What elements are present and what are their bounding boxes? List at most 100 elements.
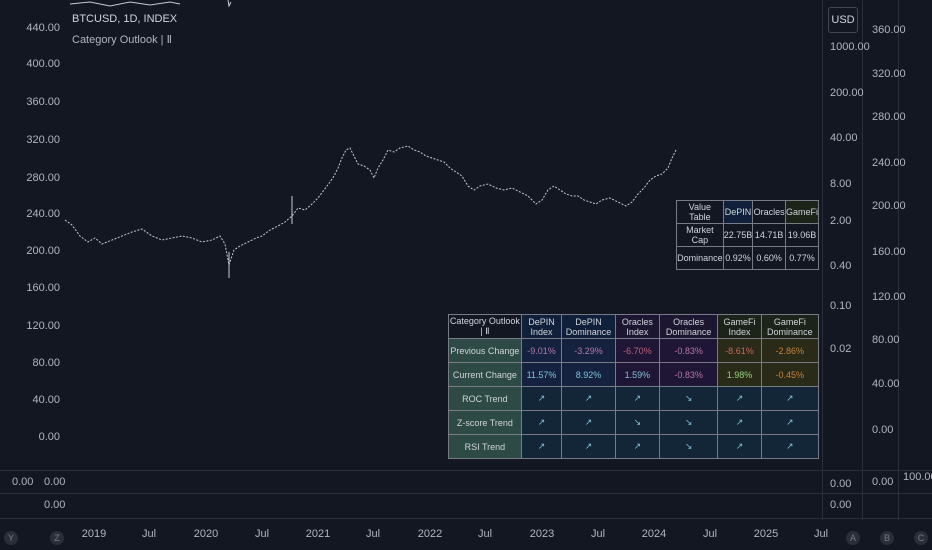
category-cell: 1.59% xyxy=(614,362,661,387)
right-axis-tick: 160.00 xyxy=(872,246,906,258)
left-axis-tick: 360.00 xyxy=(26,96,60,108)
time-axis-tick: 2020 xyxy=(193,528,219,540)
col-oracles-index: Oracles Index xyxy=(614,314,661,339)
price-series-line xyxy=(64,145,677,267)
currency-button[interactable]: USD xyxy=(828,7,858,33)
log-axis-tick: 0.02 xyxy=(830,343,852,355)
trend-cell: ↘ xyxy=(659,386,719,411)
symbol-title[interactable]: BTCUSD, 1D, INDEX xyxy=(72,13,178,25)
category-cell: -0.45% xyxy=(760,362,820,387)
value-table-cell: 22.75B xyxy=(722,223,754,247)
value-table-row-label: Dominance xyxy=(676,246,724,270)
right-axis-tick: 320.00 xyxy=(872,68,906,80)
trend-cell: ↗ xyxy=(561,434,616,459)
pane2-mid-value: 0.00 xyxy=(830,499,852,511)
right-axis-tick: 0.00 xyxy=(872,424,894,436)
trend-cell: ↘ xyxy=(659,434,719,459)
axis-c-button[interactable]: C xyxy=(914,531,928,545)
time-axis-tick: Jul xyxy=(477,528,493,540)
category-table-row: Previous Change -9.01% -3.29% -6.70% -0.… xyxy=(448,338,820,363)
row-label: ROC Trend xyxy=(448,386,522,411)
value-table-header: Value Table DePIN Oracles GameFi xyxy=(676,200,820,224)
category-cell: 11.57% xyxy=(520,362,563,387)
row-label: Previous Change xyxy=(448,338,522,363)
category-table-row: RSI Trend ↗ ↗ ↗ ↘ ↗ ↗ xyxy=(448,434,820,459)
pane2-left-value: 0.00 xyxy=(44,499,66,511)
pane-separator-1 xyxy=(0,470,932,471)
trend-cell: ↗ xyxy=(760,410,820,435)
log-axis-tick: 8.00 xyxy=(830,178,852,190)
trend-cell: ↗ xyxy=(520,386,563,411)
trend-cell: ↗ xyxy=(561,386,616,411)
time-axis-tick: Jul xyxy=(813,528,829,540)
log-axis-tick: 200.00 xyxy=(830,87,864,99)
right-axis-tick: 40.00 xyxy=(872,378,900,390)
category-cell: -2.86% xyxy=(760,338,820,363)
left-axis-tick: 160.00 xyxy=(26,282,60,294)
axis-z-button[interactable]: Z xyxy=(50,531,64,545)
value-table-col-gamefi: GameFi xyxy=(784,200,820,224)
pane-separator-3 xyxy=(0,518,932,519)
col-depin-index: DePIN Index xyxy=(520,314,563,339)
category-cell: -0.83% xyxy=(659,338,719,363)
axis-b-button[interactable]: B xyxy=(880,531,894,545)
trend-cell: ↗ xyxy=(614,434,661,459)
right-axis-tick: 80.00 xyxy=(872,334,900,346)
left-axis-tick: 40.00 xyxy=(32,394,60,406)
log-axis-tick: 2.00 xyxy=(830,215,852,227)
left-axis-tick: 400.00 xyxy=(26,58,60,70)
category-cell: -6.70% xyxy=(614,338,661,363)
trend-cell: ↗ xyxy=(520,410,563,435)
value-table-row-label: Market Cap xyxy=(676,223,724,247)
value-table: Value Table DePIN Oracles GameFi Market … xyxy=(676,200,820,270)
col-depin-dominance: DePIN Dominance xyxy=(561,314,616,339)
left-axis-tick: 280.00 xyxy=(26,172,60,184)
axis-y-button[interactable]: Y xyxy=(4,531,18,545)
left-axis-tick: 80.00 xyxy=(32,357,60,369)
time-axis-tick: 2021 xyxy=(305,528,331,540)
left-axis-tick: 440.00 xyxy=(26,22,60,34)
left-axis-tick: 320.00 xyxy=(26,134,60,146)
trend-cell: ↗ xyxy=(614,386,661,411)
pane1-left-value: 0.00 xyxy=(12,476,34,488)
value-table-cell: 0.92% xyxy=(722,246,754,270)
axis-a-button[interactable]: A xyxy=(846,531,860,545)
log-axis-tick: 40.00 xyxy=(830,132,858,144)
log-axis-tick: 0.10 xyxy=(830,300,852,312)
value-table-col-depin: DePIN xyxy=(722,200,754,224)
right-axis-tick: 200.00 xyxy=(872,200,906,212)
right-axis-tick: 240.00 xyxy=(872,157,906,169)
trend-cell: ↗ xyxy=(717,410,762,435)
value-table-cell: 14.71B xyxy=(752,223,786,247)
pane1-left-value-2: 0.00 xyxy=(44,476,66,488)
row-label: RSI Trend xyxy=(448,434,522,459)
trend-cell: ↗ xyxy=(717,434,762,459)
time-axis-tick: 2023 xyxy=(529,528,555,540)
category-table-row: Z-score Trend ↗ ↗ ↘ ↘ ↗ ↗ xyxy=(448,410,820,435)
category-cell: 1.98% xyxy=(717,362,762,387)
category-cell: -3.29% xyxy=(561,338,616,363)
category-table-header: Category Outlook | Ⅱ DePIN Index DePIN D… xyxy=(448,314,820,339)
category-cell: 8.92% xyxy=(561,362,616,387)
value-table-cell: 19.06B xyxy=(784,223,820,247)
trend-cell: ↗ xyxy=(760,434,820,459)
trend-cell: ↗ xyxy=(520,434,563,459)
price-top-edge xyxy=(69,0,232,8)
category-outlook-table: Category Outlook | Ⅱ DePIN Index DePIN D… xyxy=(448,314,820,459)
value-table-row: Market Cap 22.75B 14.71B 19.06B xyxy=(676,223,820,247)
row-label: Z-score Trend xyxy=(448,410,522,435)
trend-cell: ↗ xyxy=(717,386,762,411)
value-table-col-oracles: Oracles xyxy=(752,200,786,224)
pane1-mid-value: 0.00 xyxy=(830,478,852,490)
left-axis-tick: 0.00 xyxy=(38,431,60,443)
indicator-label[interactable]: Category Outlook | Ⅱ xyxy=(72,34,172,46)
trend-cell: ↗ xyxy=(561,410,616,435)
time-axis-tick: 2022 xyxy=(417,528,443,540)
row-label: Current Change xyxy=(448,362,522,387)
time-axis-tick: 2025 xyxy=(753,528,779,540)
right-axis-tick: 280.00 xyxy=(872,111,906,123)
price-chart[interactable] xyxy=(0,0,822,470)
value-table-row: Dominance 0.92% 0.60% 0.77% xyxy=(676,246,820,270)
time-axis-tick: Jul xyxy=(702,528,718,540)
category-cell: -9.01% xyxy=(520,338,563,363)
